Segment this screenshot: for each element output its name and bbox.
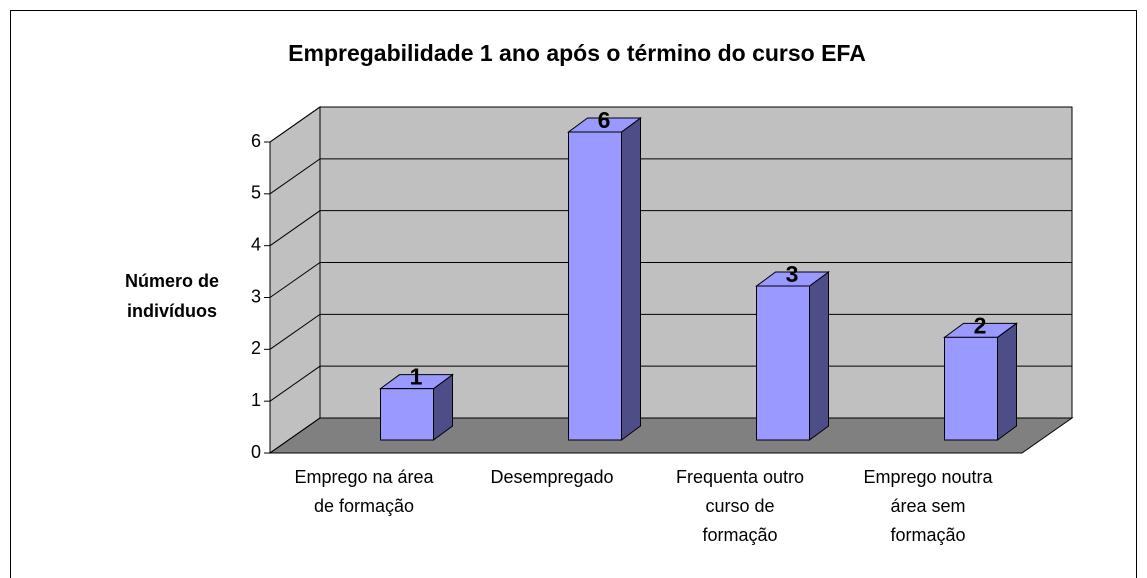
- y-tick-label: 6: [251, 131, 261, 151]
- data-label: 3: [786, 261, 799, 287]
- grid-line: [269, 210, 1072, 247]
- grid-line: [269, 262, 1072, 298]
- y-tick-label: 4: [251, 234, 261, 254]
- bar-side: [621, 117, 641, 441]
- y-tick-label: 3: [251, 286, 261, 306]
- data-label: 6: [598, 107, 611, 133]
- y-tick-label: 5: [251, 183, 261, 203]
- chart-title: Empregabilidade 1 ano após o término do …: [288, 40, 866, 66]
- bar: [756, 285, 810, 441]
- bar: [568, 131, 622, 441]
- y-tick-label: 2: [251, 338, 261, 358]
- bar: [944, 336, 998, 441]
- grid-line: [269, 106, 1072, 143]
- grid-line: [269, 158, 1072, 195]
- y-tick-label: 0: [251, 442, 261, 462]
- bar-side: [809, 271, 829, 441]
- y-tick-label: 1: [251, 390, 261, 410]
- bar-side: [997, 322, 1017, 441]
- data-label: 2: [974, 312, 987, 338]
- y-axis-title: Número de indivíduos: [125, 271, 219, 321]
- x-tick-label: Emprego noutra área sem formação: [863, 467, 993, 545]
- data-label: 1: [410, 364, 423, 390]
- x-tick-label: Frequenta outro curso de formação: [676, 467, 804, 545]
- bar: [380, 388, 434, 441]
- x-tick-label: Desempregado: [490, 467, 613, 487]
- x-tick-label: Emprego na área de formação: [294, 467, 434, 516]
